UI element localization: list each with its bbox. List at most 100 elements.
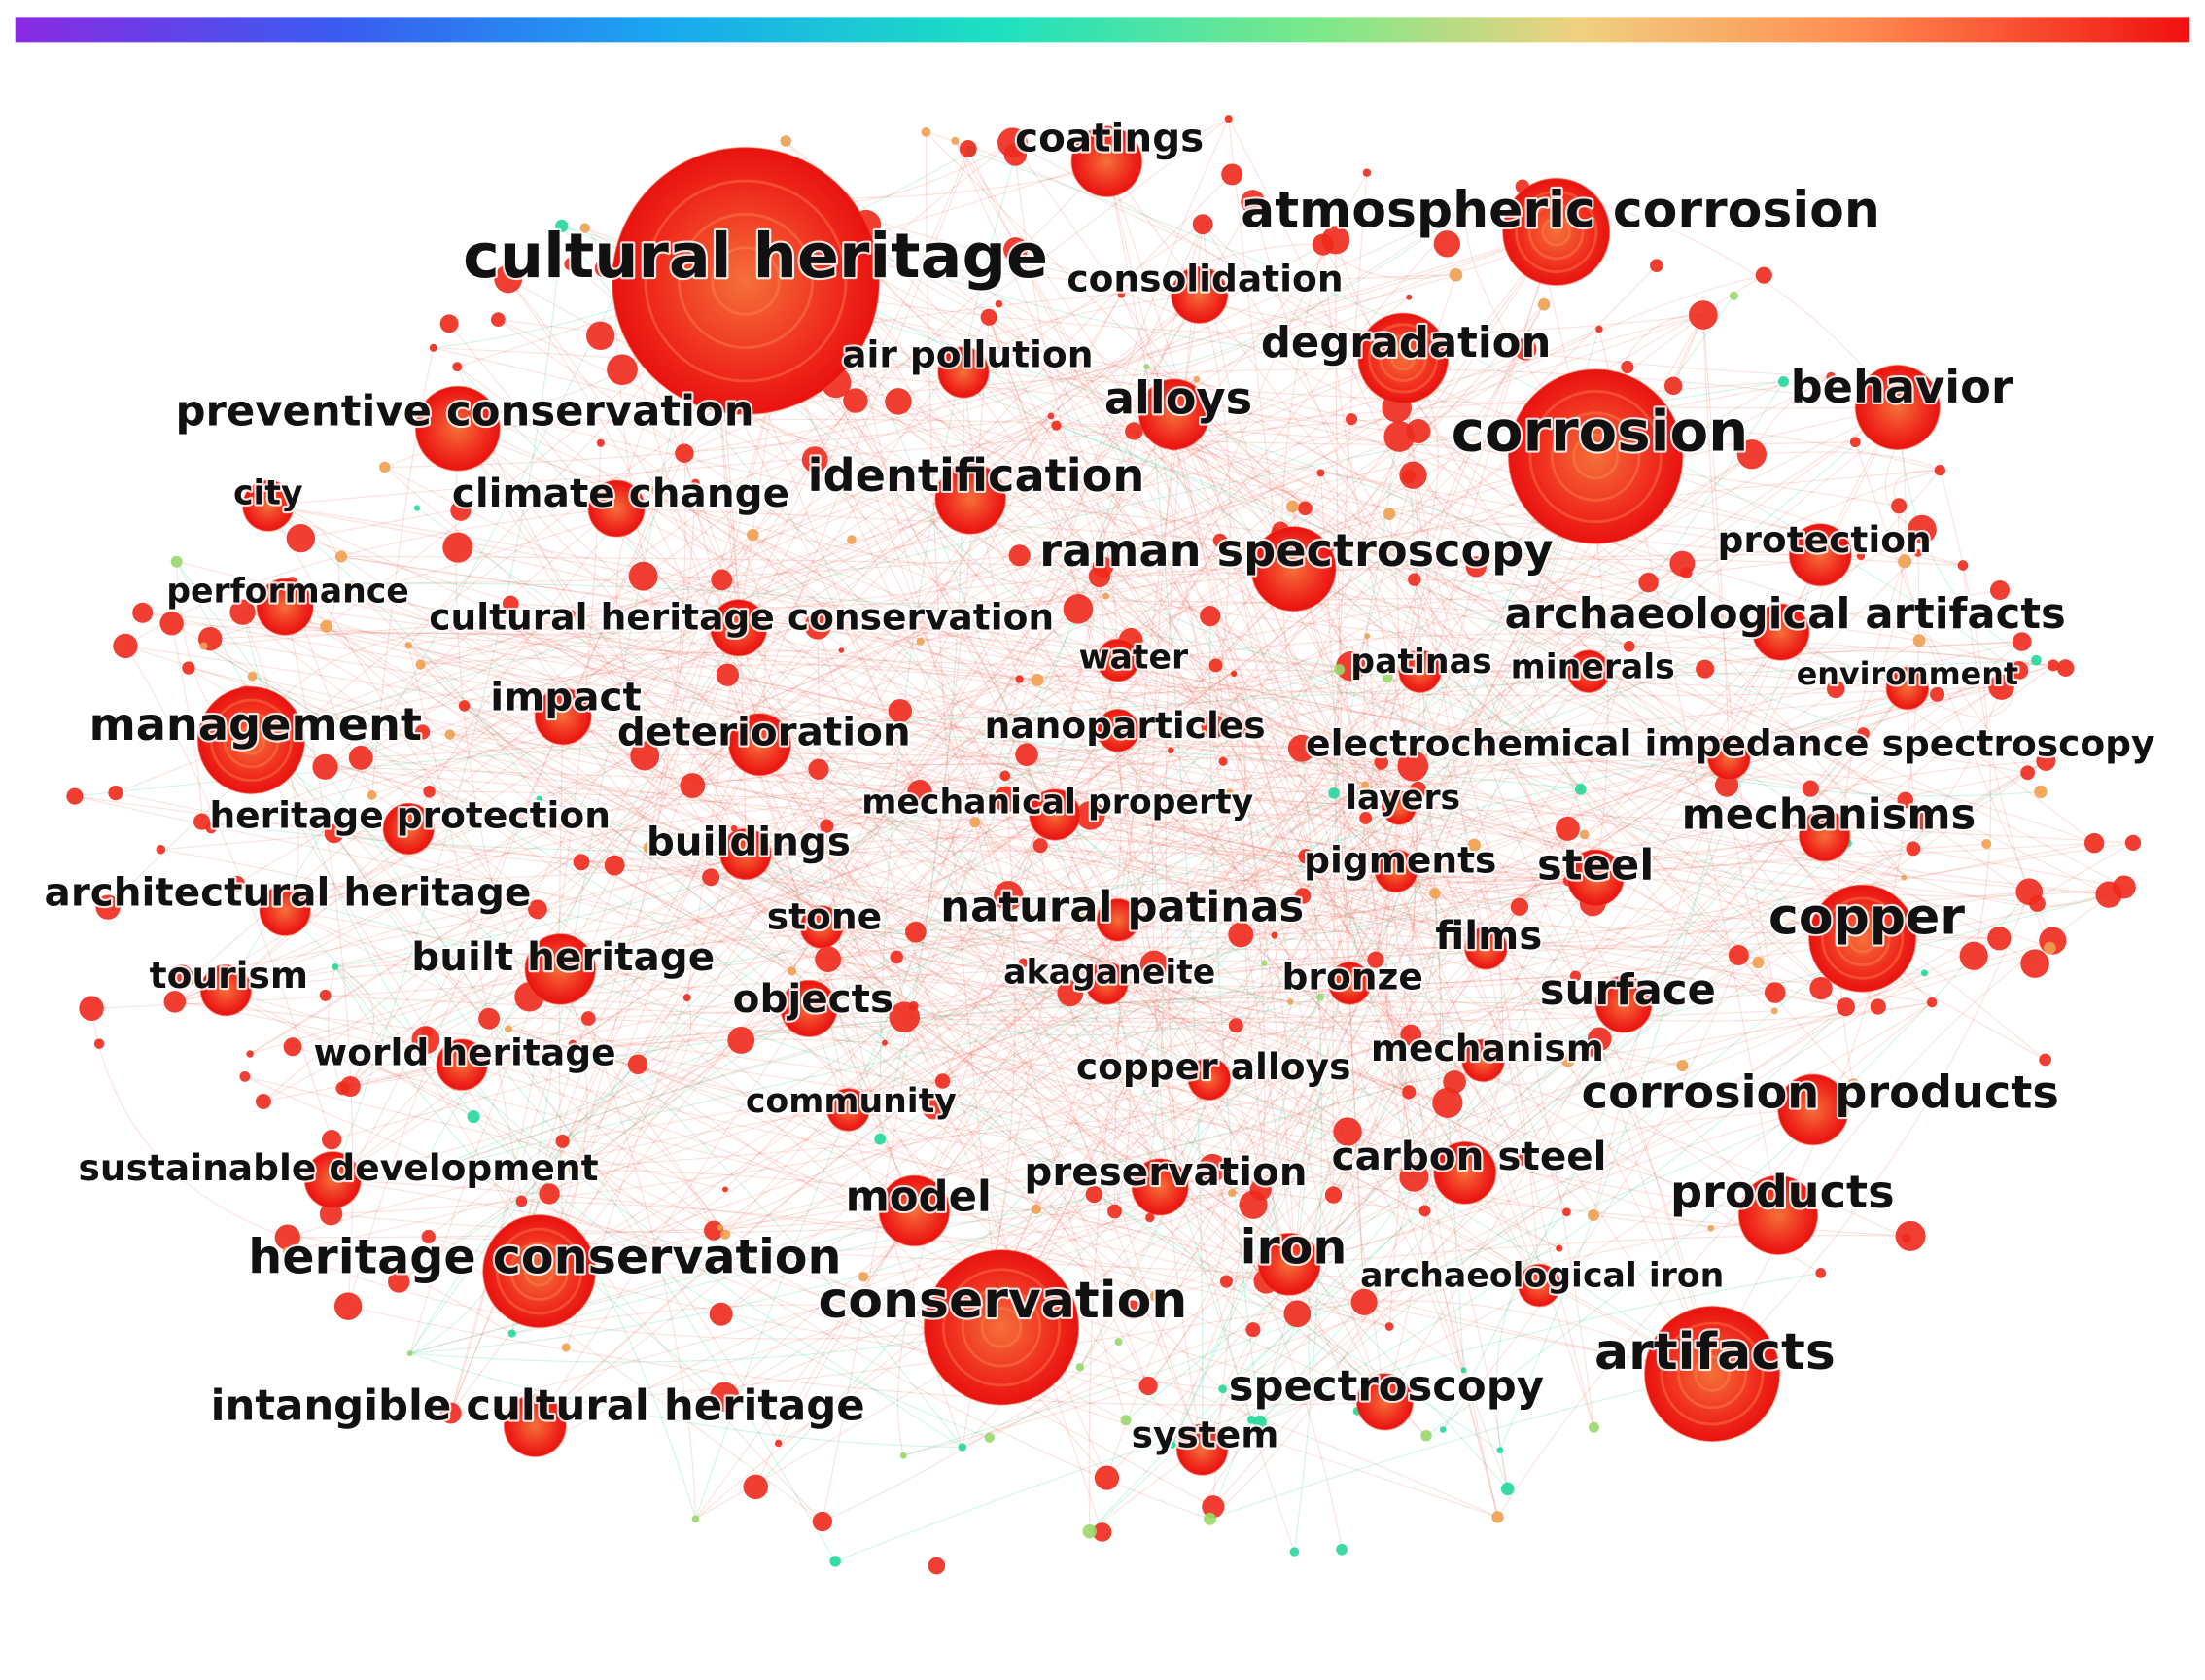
edge [1215,231,1558,666]
keyword-label: natural patinas [940,884,1304,932]
minor-node [1092,556,1114,578]
edge [817,625,915,1211]
minor-node [1926,997,1938,1008]
edge [446,413,1975,957]
minor-node [890,950,903,964]
minor-node [812,1511,833,1532]
minor-node [1359,812,1373,824]
edge [691,174,1233,787]
edge [1173,414,1298,1314]
keyword-node [1257,1232,1321,1296]
edge [427,1031,715,1231]
edge [745,673,1235,855]
minor-node [1988,674,2014,700]
edge [1322,244,1567,1212]
edge [1088,750,1172,1532]
edge [517,627,829,960]
node-ring [509,1242,569,1301]
minor-node [1200,606,1221,627]
edge [334,966,725,1398]
minor-node [1588,1421,1599,1433]
keyword-label: surface [1540,966,1716,1015]
minor-node [379,461,391,473]
minor-node [1399,1162,1429,1192]
minor-node [1226,788,1234,796]
edge [548,1005,915,1195]
minor-node [439,1402,462,1424]
edge [1155,456,1596,1297]
minor-node [246,1050,254,1058]
minor-node [1574,784,1587,795]
edge [226,674,728,992]
keyword-label: cultural heritage [463,220,1048,292]
keyword-node [1138,378,1210,451]
edge [1212,687,1908,1508]
minor-node [568,1164,581,1177]
keyword-label: performance [166,573,409,612]
minor-node [727,1027,755,1054]
edge [962,1312,1298,1449]
keyword-node [1461,1038,1505,1083]
minor-node [2112,875,2136,899]
edge [941,827,1568,1305]
keyword-node [1808,884,1917,993]
edge [855,400,1297,1266]
minor-node [1418,1205,1431,1217]
minor-node [1203,1512,1217,1525]
keyword-node [1777,1073,1849,1146]
edge [1106,893,2110,988]
minor-node [1316,993,1324,1001]
edge [562,378,1198,1142]
edge [710,876,1227,1282]
edge [124,645,1521,908]
keyword-label: management [89,698,422,751]
minor-node [1169,1441,1176,1449]
edge [251,740,780,1444]
minor-node [1239,1190,1268,1219]
edge [1011,142,1713,1375]
minor-node [1149,1289,1163,1303]
edge [1054,814,1321,998]
minor-node [274,1224,300,1250]
edge [174,627,740,1002]
keyword-node [382,802,435,856]
node-ring [1390,345,1417,371]
edge [1348,982,1569,1063]
edge [884,224,1204,1043]
edge [904,1016,1465,1173]
minor-node [1920,969,1929,977]
minor-node [1208,658,1223,673]
edge [251,739,490,1020]
edge [267,505,1728,787]
minor-node [95,894,121,920]
minor-node [132,602,154,623]
edge [1347,1131,1499,1518]
minor-node [709,1382,740,1413]
edge [847,367,1147,1110]
edge [332,639,1132,1181]
edge [332,226,563,1180]
minor-node [709,1302,733,1326]
edge [1297,1300,1713,1375]
keyword-node [878,1174,951,1247]
minor-node [1934,464,1946,476]
node-ring [677,212,815,350]
edge [1592,406,1899,1216]
minor-node [627,1054,648,1075]
edge [1054,475,1410,816]
minor-node [1031,673,1044,686]
edge [1056,425,1350,984]
edge [408,645,1127,911]
minor-node [843,388,868,413]
minor-node [564,257,578,271]
edge [1208,474,1415,1079]
node-ring [1527,203,1585,261]
edge [408,826,1276,936]
keyword-node [1502,177,1611,287]
edge [1296,765,1418,1314]
edge [879,154,1016,1139]
edge [91,772,2028,1009]
minor-node [413,505,421,511]
keyword-node [1357,312,1450,404]
minor-node [1289,1547,1300,1557]
